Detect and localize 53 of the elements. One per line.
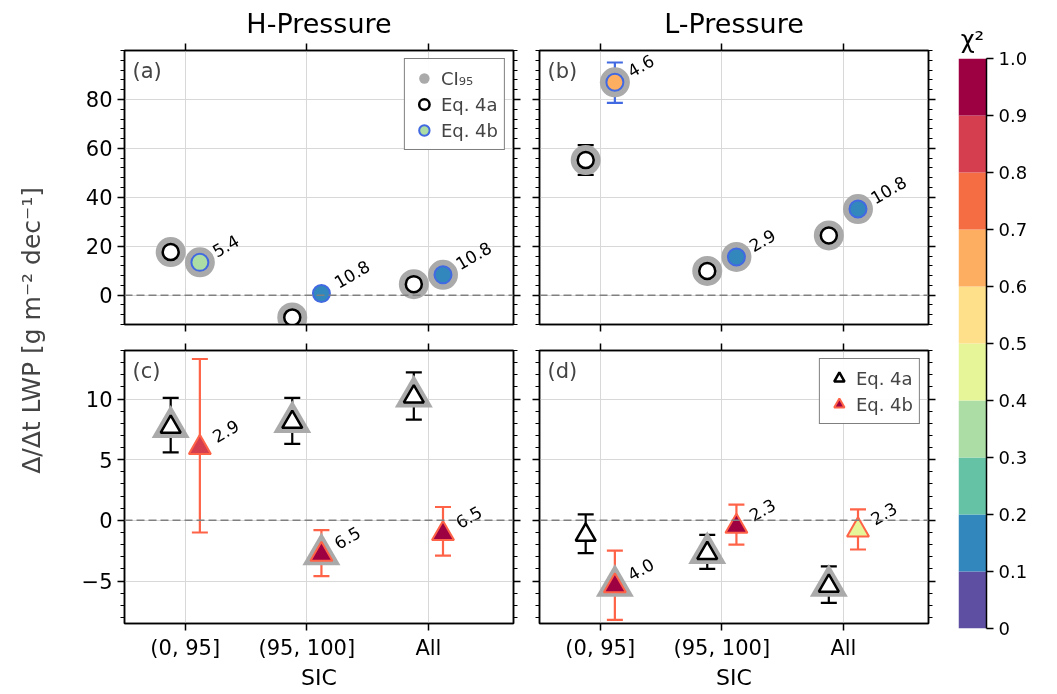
y-tick-label: 10 bbox=[85, 388, 113, 413]
annotation: 2.3 bbox=[745, 494, 780, 526]
legend-label: Eq. 4a bbox=[440, 93, 498, 115]
legend-label: CI₉₅ bbox=[440, 67, 474, 89]
annotation: 5.4 bbox=[209, 230, 243, 262]
y-axis-title: Δ/Δt LWP [g m⁻² dec⁻¹] bbox=[17, 186, 47, 474]
color-bar-label: 0.8 bbox=[998, 162, 1028, 183]
color-bar-label: 1.0 bbox=[998, 48, 1028, 69]
annotation: 10.8 bbox=[452, 237, 496, 274]
x-tick-label: (95, 100] bbox=[673, 635, 771, 660]
y-tick-label: 0 bbox=[99, 284, 113, 309]
color-bar-label: 0.2 bbox=[998, 504, 1028, 525]
color-bar-title: χ² bbox=[960, 25, 985, 54]
color-bar-label: 0.5 bbox=[998, 333, 1028, 354]
legend-label: Eq. 4b bbox=[440, 119, 498, 141]
y-tick-label: 5 bbox=[99, 448, 113, 473]
x-axis-title: SIC bbox=[301, 664, 337, 690]
x-tick-label: All bbox=[415, 635, 442, 660]
color-bar-label: 0 bbox=[998, 618, 1010, 639]
annotation: (d) bbox=[547, 358, 578, 383]
annotation: 2.3 bbox=[867, 498, 901, 530]
annotation: 10.8 bbox=[867, 171, 911, 209]
annotation: 2.9 bbox=[209, 415, 243, 447]
annotation: 4.0 bbox=[624, 554, 658, 585]
annotation: 4.6 bbox=[624, 50, 658, 82]
y-tick-label: −5 bbox=[81, 570, 113, 595]
color-bar-label: 0.4 bbox=[998, 390, 1028, 411]
annotation: (a) bbox=[132, 58, 162, 83]
x-tick-label: (95, 100] bbox=[258, 635, 356, 660]
chart-title: H-Pressure bbox=[246, 7, 392, 39]
x-axis-title: SIC bbox=[716, 664, 752, 690]
color-bar-label: 0.6 bbox=[998, 276, 1028, 297]
y-tick-label: 0 bbox=[99, 509, 113, 534]
y-tick-label: 20 bbox=[85, 235, 113, 260]
annotation: (b) bbox=[547, 58, 578, 83]
y-tick-label: 80 bbox=[85, 88, 113, 113]
x-tick-label: (0, 95] bbox=[565, 635, 636, 660]
annotation: 2.9 bbox=[745, 225, 780, 257]
y-tick-label: 40 bbox=[85, 186, 113, 211]
annotation: 6.5 bbox=[452, 501, 486, 533]
annotation: 6.5 bbox=[330, 522, 365, 554]
color-bar-label: 0.9 bbox=[998, 105, 1028, 126]
x-tick-label: All bbox=[830, 635, 857, 660]
color-bar-label: 0.3 bbox=[998, 447, 1028, 468]
chart-title: L-Pressure bbox=[664, 7, 804, 39]
annotation: (c) bbox=[132, 358, 161, 383]
color-bar-label: 0.7 bbox=[998, 219, 1028, 240]
legend-label: Eq. 4b bbox=[855, 393, 913, 415]
annotation: 10.8 bbox=[330, 256, 374, 293]
color-bar-label: 0.1 bbox=[998, 561, 1028, 582]
x-tick-label: (0, 95] bbox=[150, 635, 221, 660]
legend-label: Eq. 4a bbox=[855, 367, 913, 389]
y-tick-label: 60 bbox=[85, 137, 113, 162]
